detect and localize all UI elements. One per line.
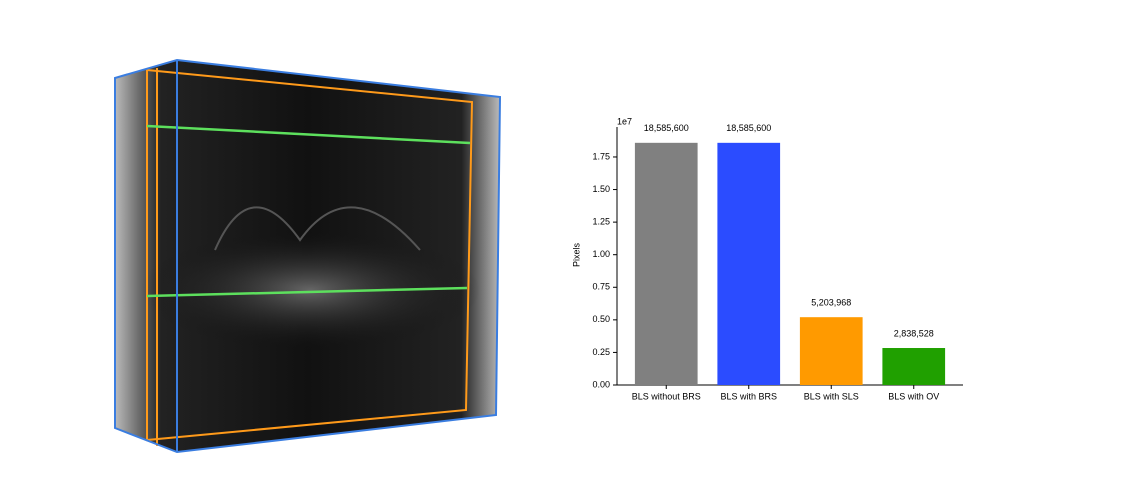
y-tick-label: 1.75 — [592, 151, 610, 161]
x-tick-label: BLS without BRS — [632, 391, 701, 401]
x-tick-label: BLS with SLS — [804, 391, 859, 401]
orange-box — [146, 68, 474, 442]
bar — [882, 348, 946, 385]
bar — [634, 142, 698, 385]
value-label: 5,203,968 — [811, 298, 851, 308]
value-label: 18,585,600 — [726, 123, 771, 133]
x-tick-label: BLS with OV — [888, 391, 939, 401]
tissue-edge — [214, 206, 421, 251]
axis-offset: 1e7 — [617, 116, 632, 126]
y-tick-label: 1.50 — [592, 184, 610, 194]
green-plane — [146, 124, 471, 145]
y-tick-label: 0.50 — [592, 314, 610, 324]
y-tick-label: 0.25 — [592, 347, 610, 357]
tissue — [140, 230, 480, 350]
bar — [799, 317, 863, 385]
y-axis-label: Pixels — [571, 243, 581, 268]
bar — [717, 142, 781, 385]
volume-rendering — [114, 58, 502, 454]
value-label: 18,585,600 — [644, 123, 689, 133]
y-tick-label: 0.00 — [592, 379, 610, 389]
y-tick-label: 0.75 — [592, 282, 610, 292]
green-plane — [146, 286, 468, 298]
y-tick-label: 1.00 — [592, 249, 610, 259]
y-tick-label: 1.25 — [592, 216, 610, 226]
x-tick-label: BLS with BRS — [720, 391, 777, 401]
value-label: 2,838,528 — [894, 328, 934, 338]
